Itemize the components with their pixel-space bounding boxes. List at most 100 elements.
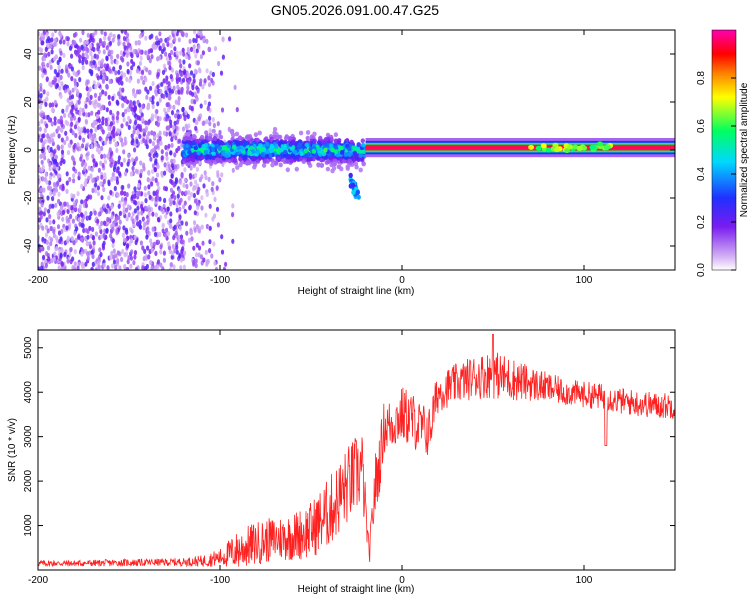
heatmap-cell bbox=[40, 202, 44, 208]
heatmap-cell bbox=[117, 203, 121, 209]
heatmap-cell bbox=[101, 78, 105, 84]
heatmap-cell bbox=[204, 153, 210, 159]
heatmap-cell bbox=[89, 34, 93, 41]
heatmap-cell bbox=[331, 165, 337, 171]
heatmap-cell bbox=[174, 177, 178, 183]
heatmap-cell bbox=[156, 122, 160, 128]
heatmap-cell bbox=[41, 176, 45, 182]
heatmap-cell bbox=[165, 116, 169, 122]
heatmap-cell bbox=[38, 65, 42, 71]
heatmap-cell bbox=[194, 125, 198, 131]
heatmap-cell bbox=[564, 148, 570, 154]
heatmap-cell bbox=[66, 150, 71, 156]
heatmap-cell bbox=[98, 247, 102, 253]
heatmap-cell bbox=[139, 55, 143, 61]
heatmap-cell bbox=[289, 158, 294, 164]
heatmap-cell bbox=[172, 264, 176, 270]
heatmap-cell bbox=[140, 30, 144, 33]
heatmap-cell bbox=[177, 89, 181, 95]
heatmap-cell bbox=[94, 127, 98, 133]
heatmap-cell bbox=[97, 167, 101, 173]
heatmap-cell bbox=[151, 226, 155, 232]
heatmap-cell bbox=[144, 255, 148, 261]
heatmap-cell bbox=[96, 81, 100, 87]
heatmap-cell bbox=[218, 134, 224, 140]
heatmap-cell bbox=[87, 112, 91, 118]
heatmap-cell bbox=[179, 63, 183, 69]
heatmap-cell bbox=[151, 81, 155, 87]
heatmap-cell bbox=[83, 56, 87, 63]
heatmap-cell bbox=[53, 120, 57, 126]
heatmap-cell bbox=[96, 175, 100, 181]
heatmap-cell bbox=[149, 85, 153, 91]
heatmap-cell bbox=[182, 77, 186, 83]
heatmap-cell bbox=[155, 172, 160, 178]
heatmap-cell bbox=[77, 171, 81, 177]
heatmap-cell bbox=[57, 265, 61, 270]
heatmap-cell bbox=[528, 144, 535, 150]
heatmap-cell bbox=[182, 182, 186, 188]
heatmap-cell bbox=[102, 153, 107, 159]
heatmap-cell bbox=[78, 208, 82, 214]
heatmap-cell bbox=[143, 221, 147, 227]
heatmap-cell bbox=[535, 145, 542, 151]
heatmap-cell bbox=[199, 134, 205, 140]
heatmap-cell bbox=[120, 141, 125, 148]
heatmap-cell bbox=[180, 220, 184, 226]
heatmap-cell bbox=[117, 76, 121, 82]
heatmap-cell bbox=[144, 120, 148, 126]
heatmap-cell bbox=[231, 238, 235, 244]
heatmap-cell bbox=[101, 104, 105, 110]
colorbar-ticks: 0.0 0.2 0.4 0.6 0.8 bbox=[696, 71, 736, 277]
heatmap-cell bbox=[351, 189, 356, 195]
heatmap-cell bbox=[54, 235, 59, 241]
heatmap-cell bbox=[39, 92, 43, 99]
heatmap-cell bbox=[172, 200, 176, 206]
heatmap-cell bbox=[144, 77, 148, 83]
heatmap-cell bbox=[122, 210, 126, 216]
heatmap-cell bbox=[139, 49, 143, 55]
heatmap-cell bbox=[118, 219, 122, 225]
heatmap-cell bbox=[165, 102, 169, 108]
heatmap-cell bbox=[100, 220, 104, 226]
heatmap-cell bbox=[208, 225, 212, 231]
heatmap-cell bbox=[65, 120, 70, 127]
y-tick-label: 1000 bbox=[23, 514, 34, 537]
heatmap-cell bbox=[231, 144, 237, 150]
heatmap-cell bbox=[128, 78, 132, 84]
heatmap-cell bbox=[100, 174, 104, 180]
heatmap-cell bbox=[194, 53, 198, 59]
heatmap-cell bbox=[123, 136, 127, 142]
heatmap-cell bbox=[184, 110, 188, 116]
heatmap-cell bbox=[184, 190, 188, 196]
heatmap-cell bbox=[70, 236, 74, 242]
heatmap-cell bbox=[348, 172, 353, 178]
heatmap-cell bbox=[135, 51, 139, 57]
heatmap-cell bbox=[148, 138, 152, 144]
heatmap-cell bbox=[255, 137, 260, 143]
heatmap-cell bbox=[197, 228, 202, 234]
heatmap-cell bbox=[204, 212, 208, 218]
heatmap-cell bbox=[59, 93, 63, 99]
heatmap-cell bbox=[61, 209, 66, 215]
heatmap-cell bbox=[121, 57, 125, 63]
snr-x-label: Height of straight line (km) bbox=[298, 584, 415, 595]
heatmap-cell bbox=[306, 157, 312, 162]
heatmap-cell bbox=[125, 52, 129, 58]
heatmap-cell bbox=[162, 78, 166, 84]
heatmap-cell bbox=[127, 124, 131, 130]
heatmap-cell bbox=[131, 137, 135, 143]
heatmap-cell bbox=[133, 193, 137, 199]
heatmap-cell bbox=[168, 87, 172, 94]
heatmap-cell bbox=[147, 49, 151, 55]
heatmap-cell bbox=[257, 130, 262, 136]
heatmap-cell bbox=[38, 198, 42, 204]
heatmap-cell bbox=[146, 229, 150, 235]
heatmap-cell bbox=[88, 99, 92, 106]
heatmap-cell bbox=[90, 143, 94, 150]
heatmap-cell bbox=[164, 51, 168, 57]
heatmap-cell bbox=[117, 69, 121, 75]
heatmap-cell bbox=[138, 224, 143, 230]
heatmap-cell bbox=[103, 35, 107, 41]
heatmap-cell bbox=[145, 134, 149, 140]
